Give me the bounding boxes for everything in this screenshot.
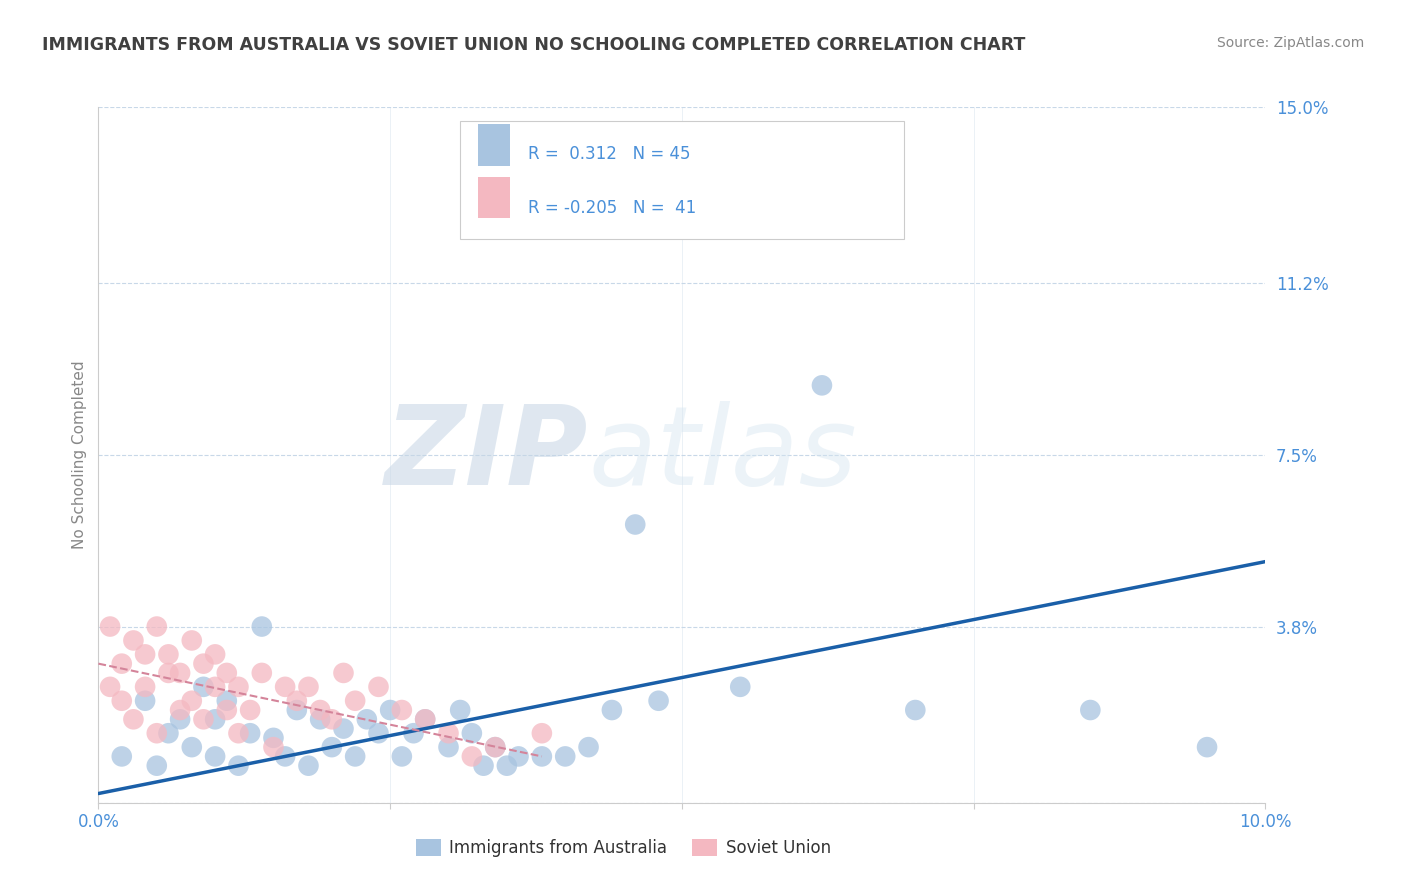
- Point: [146, 619, 169, 633]
- Point: [297, 758, 319, 772]
- Point: [239, 726, 262, 740]
- Text: ZIP: ZIP: [385, 401, 589, 508]
- Point: [180, 694, 202, 708]
- Point: [1195, 740, 1218, 755]
- Point: [496, 758, 519, 772]
- Point: [904, 703, 927, 717]
- Point: [344, 694, 367, 708]
- Point: [122, 633, 145, 648]
- Point: [169, 665, 191, 680]
- Point: [180, 633, 202, 648]
- Point: [204, 680, 226, 694]
- Point: [285, 703, 308, 717]
- Point: [204, 712, 226, 726]
- Point: [437, 740, 460, 755]
- Point: [578, 740, 600, 755]
- Point: [600, 703, 623, 717]
- Point: [262, 731, 284, 745]
- Point: [274, 749, 297, 764]
- Point: [391, 703, 413, 717]
- Point: [1080, 703, 1102, 717]
- FancyBboxPatch shape: [460, 121, 904, 239]
- Point: [647, 694, 669, 708]
- Point: [484, 740, 506, 755]
- Point: [215, 703, 238, 717]
- Point: [134, 680, 156, 694]
- Point: [391, 749, 413, 764]
- Point: [204, 648, 226, 662]
- Point: [530, 726, 553, 740]
- Text: R = -0.205   N =  41: R = -0.205 N = 41: [527, 199, 696, 217]
- Point: [344, 749, 367, 764]
- Point: [98, 619, 121, 633]
- Point: [437, 726, 460, 740]
- Point: [98, 680, 121, 694]
- Point: [262, 740, 284, 755]
- Point: [367, 680, 389, 694]
- Point: [146, 726, 169, 740]
- Point: [193, 680, 215, 694]
- Point: [134, 694, 156, 708]
- Point: [228, 726, 250, 740]
- Point: [730, 680, 752, 694]
- Point: [484, 740, 506, 755]
- Point: [111, 694, 134, 708]
- Point: [413, 712, 436, 726]
- Point: [111, 749, 134, 764]
- Point: [413, 712, 436, 726]
- Point: [461, 726, 484, 740]
- Point: [134, 648, 156, 662]
- Point: [239, 703, 262, 717]
- Point: [157, 665, 180, 680]
- Point: [228, 680, 250, 694]
- Point: [309, 703, 332, 717]
- Point: [250, 665, 273, 680]
- Point: [193, 712, 215, 726]
- Point: [332, 665, 354, 680]
- Point: [146, 758, 169, 772]
- Point: [508, 749, 530, 764]
- Point: [321, 712, 343, 726]
- Point: [215, 665, 238, 680]
- Point: [193, 657, 215, 671]
- Point: [111, 657, 134, 671]
- Point: [250, 619, 273, 633]
- Point: [204, 749, 226, 764]
- Point: [228, 758, 250, 772]
- Bar: [478, 177, 510, 219]
- Point: [157, 726, 180, 740]
- Legend: Immigrants from Australia, Soviet Union: Immigrants from Australia, Soviet Union: [409, 832, 838, 864]
- Point: [309, 712, 332, 726]
- Point: [169, 703, 191, 717]
- Text: atlas: atlas: [589, 401, 858, 508]
- Point: [380, 703, 402, 717]
- Point: [285, 694, 308, 708]
- Point: [297, 680, 319, 694]
- Point: [180, 740, 202, 755]
- Point: [169, 712, 191, 726]
- Text: R =  0.312   N = 45: R = 0.312 N = 45: [527, 145, 690, 163]
- Point: [356, 712, 378, 726]
- Point: [461, 749, 484, 764]
- Text: IMMIGRANTS FROM AUSTRALIA VS SOVIET UNION NO SCHOOLING COMPLETED CORRELATION CHA: IMMIGRANTS FROM AUSTRALIA VS SOVIET UNIO…: [42, 36, 1025, 54]
- Point: [122, 712, 145, 726]
- Point: [274, 680, 297, 694]
- Text: Source: ZipAtlas.com: Source: ZipAtlas.com: [1216, 36, 1364, 50]
- Point: [332, 722, 354, 736]
- Point: [321, 740, 343, 755]
- Point: [554, 749, 576, 764]
- Point: [402, 726, 425, 740]
- Y-axis label: No Schooling Completed: No Schooling Completed: [72, 360, 87, 549]
- Point: [811, 378, 834, 392]
- Point: [367, 726, 389, 740]
- Point: [449, 703, 471, 717]
- Point: [215, 694, 238, 708]
- Point: [624, 517, 647, 532]
- Bar: [478, 124, 510, 166]
- Point: [530, 749, 553, 764]
- Point: [472, 758, 495, 772]
- Point: [157, 648, 180, 662]
